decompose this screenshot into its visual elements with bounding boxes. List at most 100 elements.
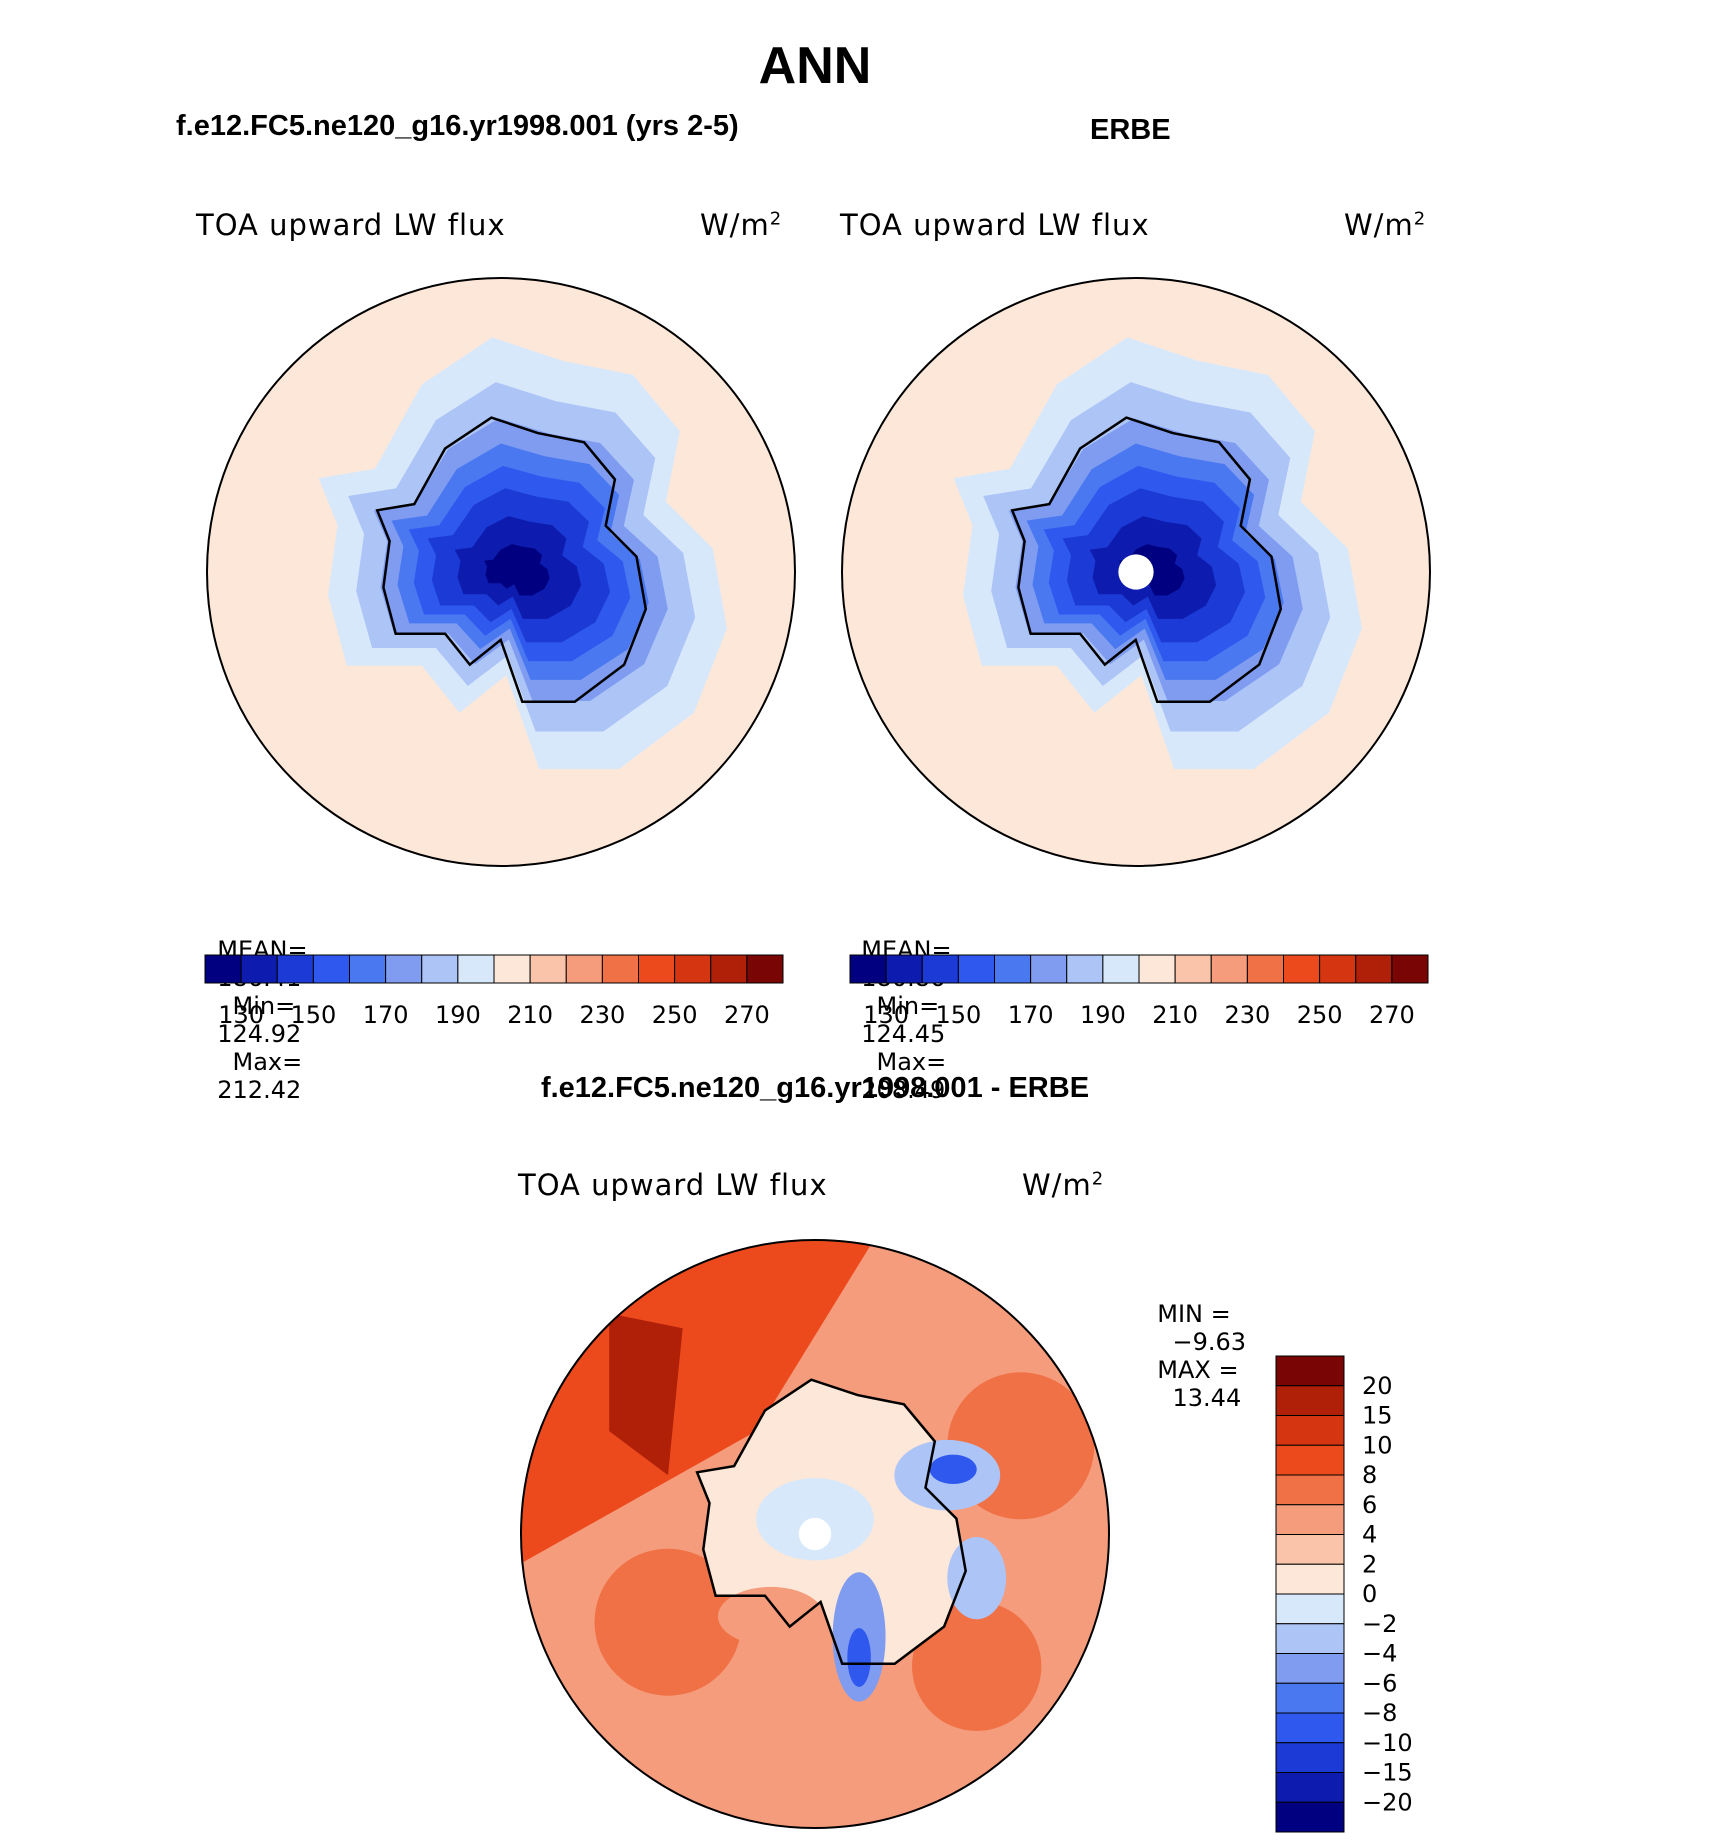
panel1-polar-map [206, 277, 796, 867]
colorbar-swatch [1246, 954, 1284, 984]
panel2-stats: MEAN= 180.86 Min= 124.45 Max= 208.49 [846, 908, 951, 1104]
panel2-min-value: 124.45 [861, 1020, 946, 1048]
colorbar-swatch [994, 954, 1032, 984]
colorbar-tick-label: −2 [1362, 1610, 1397, 1638]
colorbar-tick-label: 250 [652, 1001, 698, 1029]
colorbar-swatch [1275, 1623, 1345, 1654]
colorbar-tick-label: 190 [1080, 1001, 1126, 1029]
colorbar-swatch [1102, 954, 1140, 984]
panel1-units-label: W/m2 [700, 208, 783, 242]
colorbar-tick-label: 10 [1362, 1431, 1393, 1459]
panel2-max-value: 208.49 [861, 1076, 946, 1104]
colorbar-swatch [276, 954, 314, 984]
panel1-min-label: Min= [232, 992, 296, 1020]
colorbar-tick-label: 6 [1362, 1491, 1377, 1519]
colorbar-tick-label: 4 [1362, 1521, 1377, 1549]
colorbar-swatch [674, 954, 712, 984]
colorbar-swatch [1275, 1653, 1345, 1684]
colorbar-swatch [204, 954, 242, 984]
panel1-max-value: 212.42 [217, 1076, 302, 1104]
colorbar-swatch [1275, 1444, 1345, 1476]
panel2-colorbar: 130 150 170 190 210 230 250 270 [849, 954, 1429, 1029]
colorbar-swatch [240, 954, 278, 984]
colorbar-swatch [1355, 954, 1393, 984]
panel3-max-value: 13.44 [1172, 1384, 1242, 1412]
colorbar-swatch [1275, 1355, 1345, 1387]
coastline [695, 1378, 967, 1665]
panel2-max-label: Max= [876, 1048, 947, 1076]
colorbar-swatch [565, 954, 603, 984]
map-border [206, 277, 796, 867]
colorbar-tick-label: −20 [1362, 1788, 1413, 1816]
colorbar-tick-label: 2 [1362, 1550, 1377, 1578]
colorbar-swatch [1275, 1682, 1345, 1714]
colorbar-tick-label: 170 [363, 1001, 409, 1029]
colorbar-tick-label: 230 [1224, 1001, 1270, 1029]
panel3-max-label: MAX = [1157, 1356, 1239, 1384]
panel2-min-label: Min= [876, 992, 940, 1020]
colorbar-tick-label: 0 [1362, 1580, 1377, 1608]
colorbar-swatch [1275, 1742, 1345, 1773]
colorbar-tick-label: 210 [1152, 1001, 1198, 1029]
colorbar-swatch [1138, 954, 1176, 984]
colorbar-swatch [957, 954, 995, 984]
colorbar-swatch [638, 954, 676, 984]
panel3-min-label: MIN = [1157, 1300, 1231, 1328]
panel1-min-value: 124.92 [217, 1020, 302, 1048]
colorbar-swatch [1283, 954, 1321, 984]
map-border [841, 277, 1431, 867]
colorbar-swatch [1030, 954, 1068, 984]
colorbar-swatch [1319, 954, 1357, 984]
colorbar-swatch [385, 954, 423, 984]
colorbar-tick-label: 270 [724, 1001, 770, 1029]
colorbar-tick-label: 210 [507, 1001, 553, 1029]
map-border [520, 1239, 1110, 1829]
colorbar-tick-label: 150 [935, 1001, 981, 1029]
panel3-polar-map [520, 1239, 1110, 1829]
colorbar-swatch [1391, 954, 1429, 984]
colorbar-swatch [1275, 1385, 1345, 1416]
contour-band [947, 1536, 1007, 1620]
contour-band [594, 1548, 742, 1696]
colorbar-tick-label: 130 [863, 1001, 909, 1029]
colorbar-swatch [421, 954, 459, 984]
colorbar-swatch [1275, 1534, 1345, 1565]
pole-hole [1118, 554, 1154, 590]
colorbar-swatch [601, 954, 639, 984]
panel1-title: f.e12.FC5.ne120_g16.yr1998.001 (yrs 2-5) [176, 110, 739, 142]
colorbar-tick-label: 15 [1362, 1402, 1393, 1430]
colorbar-swatch [349, 954, 387, 984]
colorbar-swatch [1066, 954, 1104, 984]
colorbar-tick-label: 190 [435, 1001, 481, 1029]
colorbar-swatch [849, 954, 887, 984]
panel3-min-value: −9.63 [1172, 1328, 1247, 1356]
colorbar-tick-label: 230 [579, 1001, 625, 1029]
panel2-variable-label: TOA upward LW flux [840, 208, 1150, 242]
contour-band [847, 1628, 871, 1687]
colorbar-tick-label: 20 [1362, 1372, 1393, 1400]
colorbar-tick-label: 8 [1362, 1461, 1377, 1489]
panel2-title: ERBE [1090, 114, 1171, 146]
figure-title: ANN [758, 37, 872, 95]
panel1-stats: MEAN= 186.41 Min= 124.92 Max= 212.42 [202, 908, 307, 1104]
colorbar-swatch [710, 954, 748, 984]
panel3-title: f.e12.FC5.ne120_g16.yr1998.001 - ERBE [540, 1072, 1090, 1104]
colorbar-tick-label: −4 [1362, 1640, 1397, 1668]
colorbar-swatch [1275, 1504, 1345, 1535]
colorbar-swatch [746, 954, 784, 984]
panel3-stats: MIN = −9.63 MAX = 13.44 [1142, 1272, 1246, 1412]
pole-hole [798, 1517, 832, 1551]
colorbar-tick-label: −8 [1362, 1699, 1397, 1727]
colorbar-swatch [1275, 1712, 1345, 1744]
colorbar-tick-label: −6 [1362, 1669, 1397, 1697]
colorbar-swatch [457, 954, 495, 984]
colorbar-swatch [921, 954, 959, 984]
colorbar-tick-label: 170 [1008, 1001, 1054, 1029]
colorbar-swatch [885, 954, 923, 984]
contour-band [929, 1454, 977, 1485]
colorbar-swatch [493, 954, 531, 984]
coastline [1010, 416, 1283, 703]
colorbar-tick-label: 250 [1297, 1001, 1343, 1029]
colorbar-swatch [1275, 1563, 1345, 1595]
panel2-units-label: W/m2 [1344, 208, 1427, 242]
